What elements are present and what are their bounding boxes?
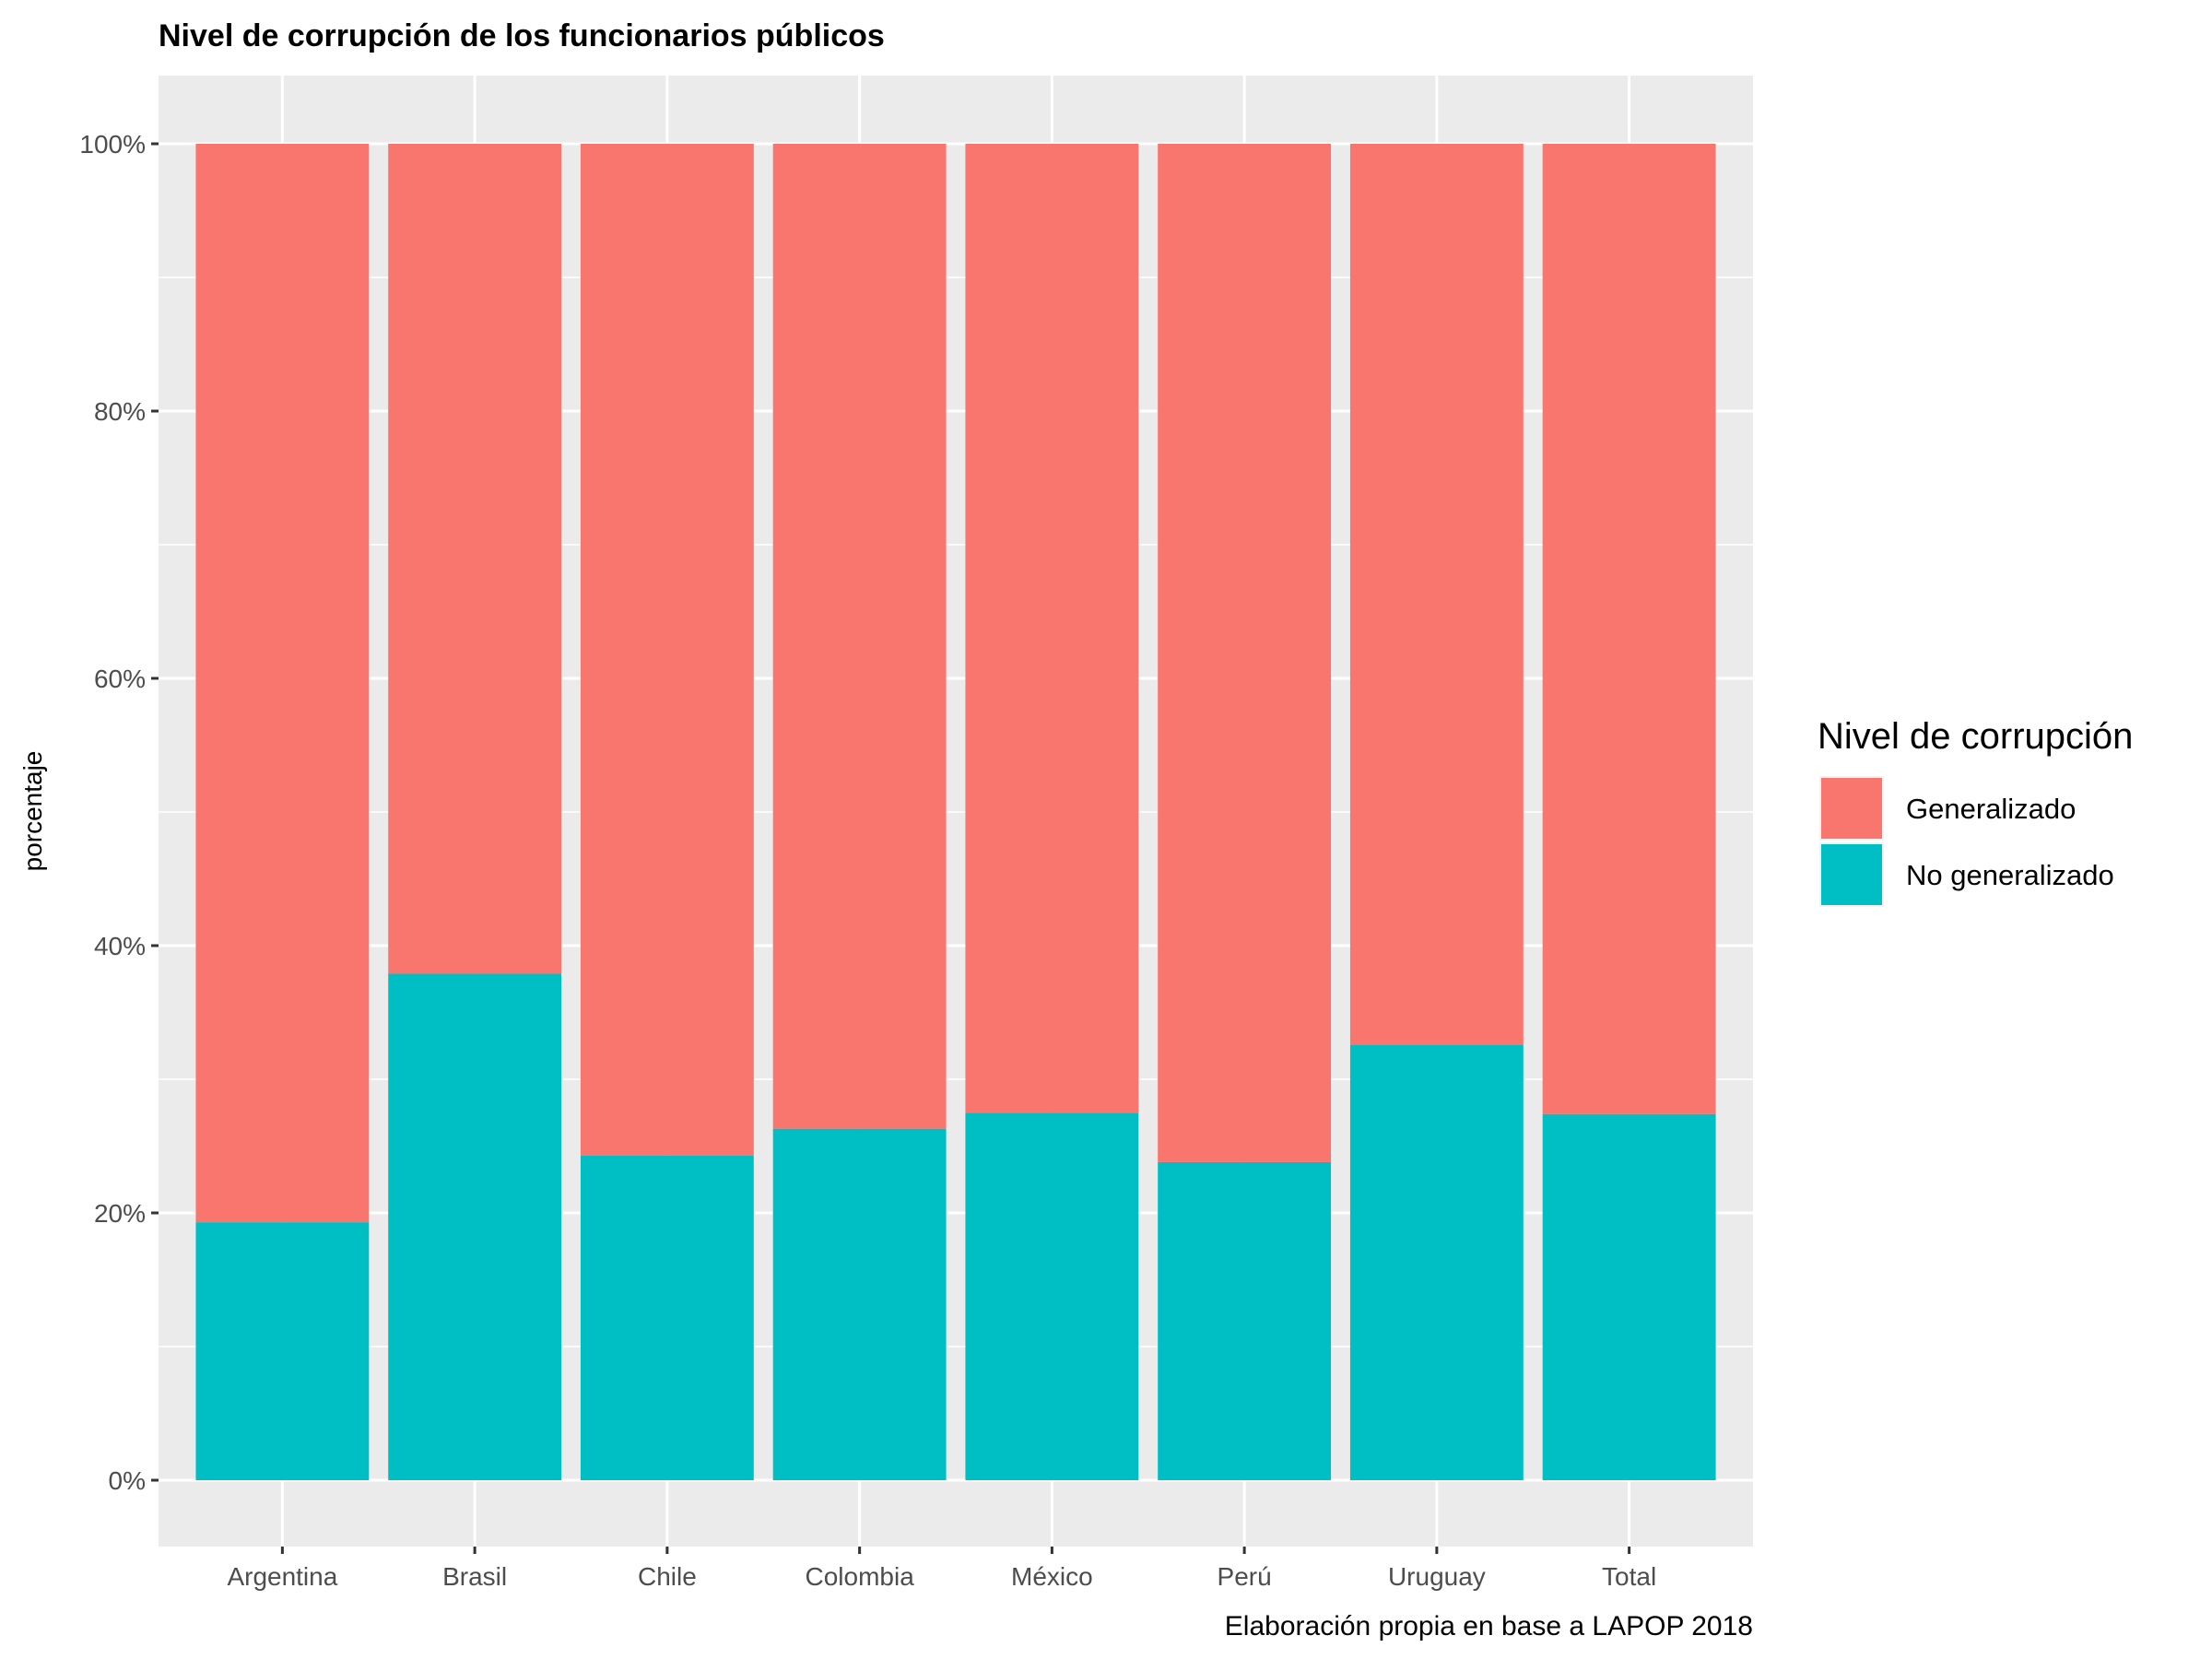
y-axis-title: porcentaje bbox=[18, 751, 47, 872]
y-axis: 0% 20% 40% 60% 80% 100% bbox=[79, 130, 159, 1495]
bar-generalizado-7 bbox=[1542, 144, 1716, 1114]
x-tick-label: Colombia bbox=[805, 1562, 914, 1591]
x-tick-label: Total bbox=[1602, 1562, 1656, 1591]
y-tick-label: 40% bbox=[94, 932, 146, 960]
legend: Nivel de corrupción Generalizado No gener… bbox=[1818, 716, 2133, 907]
y-tick-label: 0% bbox=[109, 1466, 146, 1495]
bars bbox=[195, 144, 1716, 1480]
bar-no-generalizado-0 bbox=[195, 1222, 370, 1480]
bar-no-generalizado-6 bbox=[1349, 1044, 1524, 1480]
legend-label: Generalizado bbox=[1906, 793, 2076, 825]
bar-generalizado-0 bbox=[195, 144, 370, 1223]
legend-swatch bbox=[1821, 778, 1882, 839]
chart-title: Nivel de corrupción de los funcionarios … bbox=[159, 18, 885, 53]
bar-generalizado-2 bbox=[580, 144, 754, 1156]
bar-no-generalizado-3 bbox=[772, 1128, 947, 1480]
y-tick-label: 20% bbox=[94, 1199, 146, 1228]
bar-no-generalizado-1 bbox=[388, 973, 562, 1480]
legend-swatch bbox=[1821, 844, 1882, 905]
y-tick-label: 60% bbox=[94, 665, 146, 693]
x-tick-label: Brasil bbox=[442, 1562, 507, 1591]
bar-no-generalizado-4 bbox=[965, 1112, 1139, 1480]
bar-generalizado-1 bbox=[388, 144, 562, 974]
legend-label: No generalizado bbox=[1906, 859, 2114, 891]
bar-generalizado-3 bbox=[772, 144, 947, 1129]
x-tick-label: México bbox=[1011, 1562, 1093, 1591]
y-tick-label: 100% bbox=[79, 130, 146, 159]
x-tick-label: Chile bbox=[638, 1562, 697, 1591]
bar-generalizado-5 bbox=[1158, 144, 1332, 1162]
y-tick-label: 80% bbox=[94, 397, 146, 426]
legend-title: Nivel de corrupción bbox=[1818, 716, 2133, 757]
x-tick-label: Argentina bbox=[227, 1562, 337, 1591]
bar-no-generalizado-7 bbox=[1542, 1113, 1716, 1480]
bar-no-generalizado-2 bbox=[580, 1155, 754, 1480]
bar-no-generalizado-5 bbox=[1158, 1161, 1332, 1480]
x-tick-label: Uruguay bbox=[1388, 1562, 1486, 1591]
x-axis: Argentina Brasil Chile Colombia México Perú Ur… bbox=[227, 1547, 1656, 1591]
bar-generalizado-6 bbox=[1349, 144, 1524, 1045]
x-tick-label: Perú bbox=[1218, 1562, 1272, 1591]
chart-caption: Elaboración propia en base a LAPOP 2018 bbox=[1225, 1611, 1753, 1641]
bar-generalizado-4 bbox=[965, 144, 1139, 1113]
